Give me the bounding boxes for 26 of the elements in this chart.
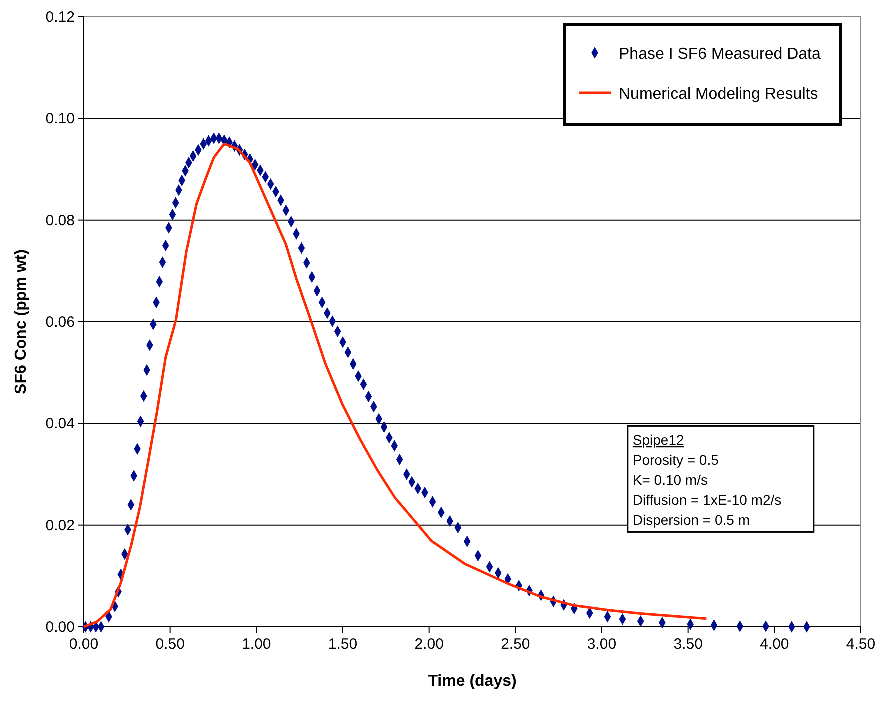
annotation: Spipe12: [632, 432, 684, 448]
x-tick-label: 4.00: [760, 636, 790, 653]
annotation: Porosity = 0.5: [632, 452, 720, 468]
x-tick-label: 3.50: [674, 636, 703, 653]
y-tick-label: 0.12: [46, 9, 75, 26]
x-tick-label: 2.50: [501, 636, 530, 653]
y-tick-label: 0.06: [46, 314, 75, 331]
annotation: Dispersion = 0.5 m: [632, 512, 750, 528]
x-tick-label: 0.50: [156, 636, 185, 653]
y-axis-title: SF6 Conc (ppm wt): [13, 250, 30, 394]
y-tick-label: 0.04: [46, 416, 75, 433]
y-tick-label: 0.08: [46, 212, 75, 230]
x-tick-label: 2.00: [414, 636, 444, 653]
y-tick-label: 0.02: [46, 517, 75, 534]
x-tick-label: 1.00: [242, 636, 272, 653]
x-axis-title: Time (days): [428, 673, 517, 690]
x-tick-label: 1.50: [328, 636, 358, 653]
x-tick-label: 0.00: [69, 636, 99, 653]
annotation: Diffusion = 1xE-10 m2/s: [632, 492, 782, 508]
legend-label: Phase I SF6 Measured Data: [619, 46, 821, 63]
x-tick-label: 3.00: [587, 636, 617, 653]
y-tick-label: 0.10: [46, 110, 75, 128]
y-tick-label: 0.00: [46, 619, 75, 636]
legend-label: Numerical Modeling Results: [619, 86, 818, 103]
x-tick-label: 4.50: [846, 636, 876, 653]
annotation: K= 0.10 m/s: [632, 472, 708, 488]
